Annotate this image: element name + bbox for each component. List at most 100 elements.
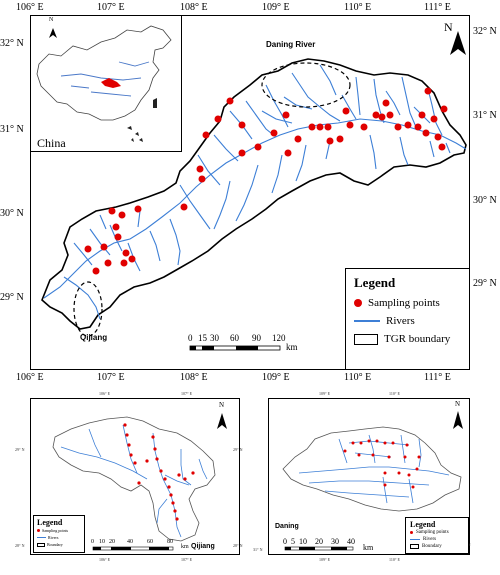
qijiang-basin-map: [52, 413, 227, 542]
scalebar-bar: [284, 546, 354, 551]
tributary-river: [179, 134, 451, 230]
legend-item-rivers: Rivers: [410, 537, 464, 542]
sampling-point: [128, 255, 136, 263]
sampling-point: [371, 453, 375, 457]
sampling-point: [326, 137, 334, 145]
scalebar-label: 60: [147, 539, 153, 545]
bottom-tick: 107° E: [97, 372, 125, 383]
sampling-point: [394, 123, 402, 131]
bottom-tick: 109° E: [319, 557, 331, 562]
sampling-point: [378, 113, 386, 121]
sampling-point: [159, 469, 163, 473]
sampling-point: [167, 485, 171, 489]
scalebar-label: 15: [198, 333, 207, 343]
sampling-point: [359, 441, 363, 445]
sampling-point: [383, 441, 387, 445]
sampling-point: [284, 149, 292, 157]
sampling-point: [169, 493, 173, 497]
bottom-tick: 108° E: [180, 372, 208, 383]
sampling-point: [196, 165, 204, 173]
boundary-box-icon: [37, 542, 45, 547]
scalebar-unit: km: [286, 342, 298, 352]
sampling-point: [183, 477, 187, 481]
sampling-point: [440, 105, 448, 113]
sampling-point: [175, 517, 179, 521]
scalebar-label: 20: [109, 539, 115, 545]
north-arrow-icon: [217, 413, 227, 429]
bottom-tick: 106° E: [16, 372, 44, 383]
river-line-icon: [410, 539, 420, 540]
legend-label: Boundary: [422, 544, 442, 549]
sampling-point: [372, 111, 380, 119]
sampling-point: [108, 207, 116, 215]
sampling-point: [238, 121, 246, 129]
daning-scalebar: 0 5 10 20 30 40 km: [283, 537, 393, 553]
sampling-point: [294, 135, 302, 143]
right-tick: 31° N: [473, 110, 497, 121]
bottom-tick: 106° E: [99, 557, 111, 562]
sampling-point: [403, 455, 407, 459]
legend-label: Boundary: [47, 542, 63, 547]
sampling-point: [191, 471, 195, 475]
sampling-point: [417, 455, 421, 459]
bottom-tick: 109° E: [262, 372, 290, 383]
legend-item-rivers: Rivers: [354, 315, 461, 327]
legend-item-sampling-points: Sampling points: [354, 297, 461, 309]
qijiang-scalebar: 0 10 20 40 60 80 km: [91, 539, 201, 553]
inset-china-label: China: [37, 136, 66, 150]
sampling-point-icon: [410, 531, 413, 534]
sampling-point: [127, 443, 131, 447]
china-inset-map: N China: [30, 15, 182, 152]
left-tick: 32° N: [0, 38, 24, 49]
legend-item-sampling-points: Sampling points: [37, 528, 81, 533]
sampling-point: [134, 205, 142, 213]
sampling-point: [342, 107, 350, 115]
scalebar-label: 5: [291, 537, 295, 546]
legend-item-boundary: Boundary: [37, 542, 81, 547]
bottom-tick: 110° E: [389, 557, 400, 562]
left-tick: 31° N: [0, 124, 24, 135]
legend-item-sampling-points: Sampling points: [410, 530, 464, 535]
legend-label: Sampling points: [42, 528, 69, 533]
daning-legend: Legend Sampling points Rivers Boundary: [405, 517, 469, 554]
scalebar-label: 40: [347, 537, 355, 546]
top-tick: 109° E: [319, 391, 331, 396]
top-tick: 107° E: [181, 391, 193, 396]
qijiang-north-label: N: [219, 401, 225, 409]
legend-label: TGR boundary: [384, 333, 451, 345]
sampling-point: [415, 467, 419, 471]
sampling-point-icon: [354, 299, 362, 307]
sampling-point: [391, 441, 395, 445]
bottom-tick: 111° E: [424, 372, 451, 383]
sampling-point: [163, 477, 167, 481]
sampling-point: [112, 223, 120, 231]
sampling-point: [155, 457, 159, 461]
main-north-label: N: [444, 20, 453, 34]
sampling-point: [367, 439, 371, 443]
sampling-point: [383, 483, 387, 487]
sampling-point: [387, 455, 391, 459]
sampling-point: [422, 129, 430, 137]
inset-north-label: N: [49, 17, 54, 23]
sampling-point: [114, 233, 122, 241]
legend-label: Rivers: [386, 315, 415, 327]
sampling-point: [226, 97, 234, 105]
tgr-basin-map: [41, 31, 467, 337]
sampling-point: [424, 87, 432, 95]
sampling-point: [375, 439, 379, 443]
china-outline: [36, 25, 172, 142]
sampling-point: [122, 249, 130, 257]
daning-map-panel: 109° E 110° E 31° N 31° N 109° E 110° E: [253, 391, 471, 562]
sampling-point: [84, 245, 92, 253]
sampling-point: [316, 123, 324, 131]
legend-label: Rivers: [48, 535, 59, 540]
sampling-point: [282, 111, 290, 119]
sampling-point: [120, 259, 128, 267]
sampling-point: [137, 481, 141, 485]
scalebar-bar: [189, 345, 281, 351]
sampling-point: [360, 123, 368, 131]
boundary-box-icon: [410, 544, 419, 549]
scalebar-bar: [92, 546, 174, 551]
daning-basin-map: [282, 411, 463, 512]
sampling-point: [125, 433, 129, 437]
